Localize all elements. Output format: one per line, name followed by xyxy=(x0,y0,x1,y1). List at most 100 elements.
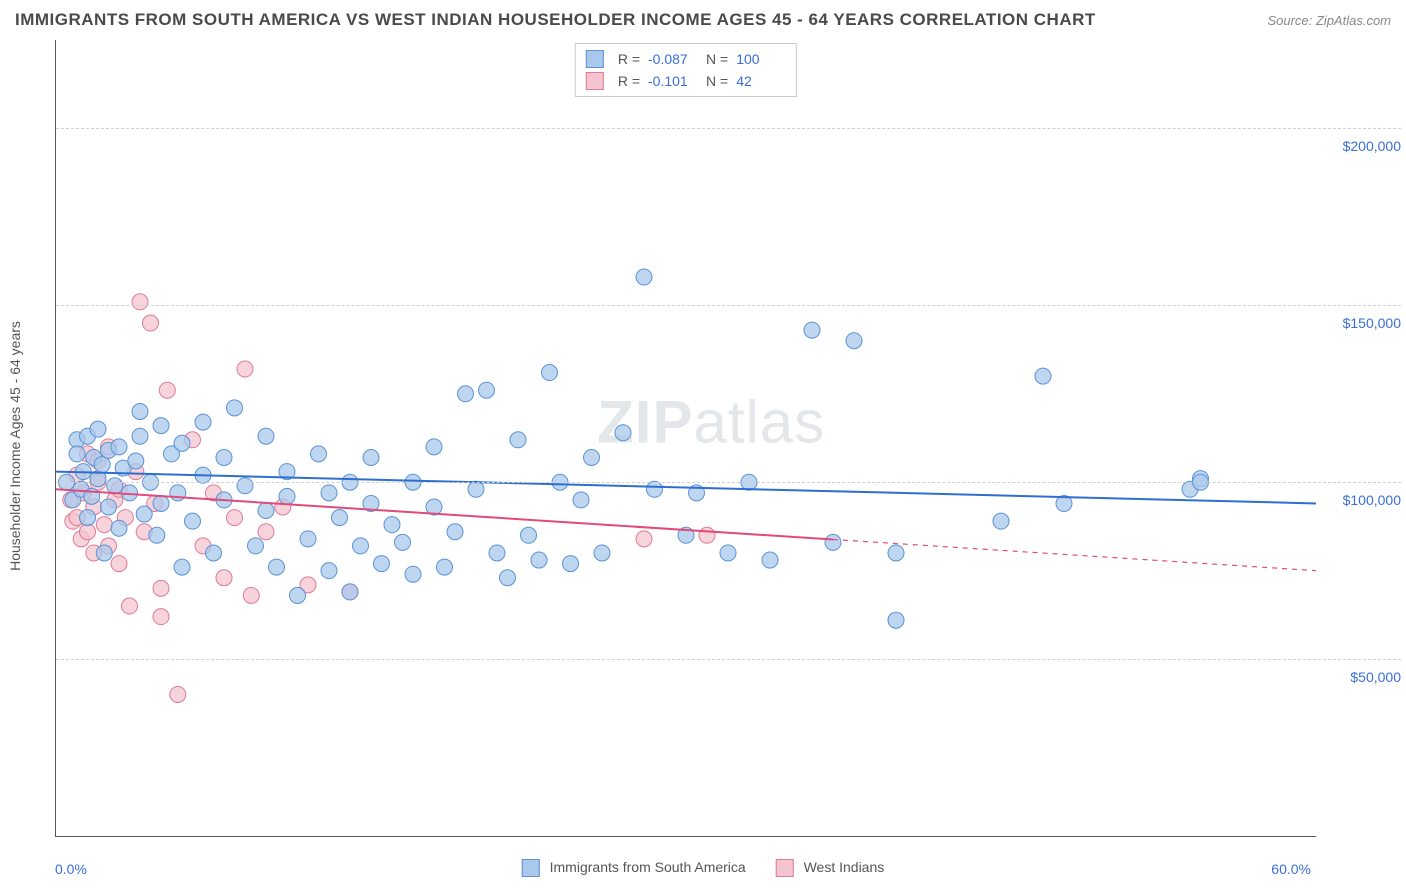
data-point xyxy=(132,294,148,310)
data-point xyxy=(80,510,96,526)
data-point xyxy=(90,421,106,437)
data-point xyxy=(195,414,211,430)
y-axis-label: Householder Income Ages 45 - 64 years xyxy=(7,321,23,571)
data-point xyxy=(80,524,96,540)
legend-row-series-1: R = -0.087 N = 100 xyxy=(586,48,786,70)
data-point xyxy=(447,524,463,540)
data-point xyxy=(101,499,117,515)
data-point xyxy=(888,545,904,561)
data-point xyxy=(132,428,148,444)
data-point xyxy=(258,524,274,540)
data-point xyxy=(584,449,600,465)
data-point xyxy=(888,612,904,628)
data-point xyxy=(174,435,190,451)
data-point xyxy=(153,580,169,596)
swatch-series-1 xyxy=(586,50,604,68)
data-point xyxy=(237,361,253,377)
data-point xyxy=(69,446,85,462)
data-point xyxy=(384,517,400,533)
data-point xyxy=(846,333,862,349)
plot-area: ZIPatlas R = -0.087 N = 100 R = -0.101 N… xyxy=(55,40,1316,837)
data-point xyxy=(290,587,306,603)
data-point xyxy=(699,527,715,543)
data-point xyxy=(311,446,327,462)
data-point xyxy=(531,552,547,568)
data-point xyxy=(174,559,190,575)
data-point xyxy=(542,365,558,381)
trend-line-extrapolated xyxy=(833,539,1316,570)
correlation-legend: R = -0.087 N = 100 R = -0.101 N = 42 xyxy=(575,43,797,97)
data-point xyxy=(111,556,127,572)
data-point xyxy=(258,503,274,519)
series-legend: Immigrants from South America West India… xyxy=(522,859,885,877)
n-value-1: 100 xyxy=(736,51,786,67)
data-point xyxy=(321,485,337,501)
data-point xyxy=(206,545,222,561)
data-point xyxy=(128,453,144,469)
data-point xyxy=(762,552,778,568)
data-point xyxy=(563,556,579,572)
legend-label-1: Immigrants from South America xyxy=(550,859,746,875)
data-point xyxy=(153,609,169,625)
data-point xyxy=(227,400,243,416)
n-value-2: 42 xyxy=(736,73,786,89)
x-tick-max: 60.0% xyxy=(1271,861,1311,877)
data-point xyxy=(185,513,201,529)
scatter-svg xyxy=(56,40,1316,836)
data-point xyxy=(1035,368,1051,384)
data-point xyxy=(216,570,232,586)
data-point xyxy=(804,322,820,338)
y-tick-label: $100,000 xyxy=(1321,492,1401,508)
data-point xyxy=(353,538,369,554)
data-point xyxy=(500,570,516,586)
gridline xyxy=(56,128,1401,129)
data-point xyxy=(107,478,123,494)
data-point xyxy=(363,449,379,465)
data-point xyxy=(96,517,112,533)
data-point xyxy=(243,587,259,603)
data-point xyxy=(437,559,453,575)
data-point xyxy=(94,457,110,473)
x-tick-min: 0.0% xyxy=(55,861,87,877)
data-point xyxy=(458,386,474,402)
data-point xyxy=(426,439,442,455)
trend-line xyxy=(56,489,833,539)
data-point xyxy=(111,439,127,455)
data-point xyxy=(647,481,663,497)
data-point xyxy=(149,527,165,543)
data-point xyxy=(374,556,390,572)
data-point xyxy=(342,584,358,600)
data-point xyxy=(237,478,253,494)
data-point xyxy=(636,531,652,547)
r-value-1: -0.087 xyxy=(648,51,698,67)
data-point xyxy=(111,520,127,536)
r-label: R = xyxy=(618,51,640,67)
data-point xyxy=(510,432,526,448)
y-tick-label: $150,000 xyxy=(1321,315,1401,331)
data-point xyxy=(300,531,316,547)
gridline xyxy=(56,305,1401,306)
data-point xyxy=(720,545,736,561)
data-point xyxy=(170,686,186,702)
data-point xyxy=(153,495,169,511)
data-point xyxy=(521,527,537,543)
data-point xyxy=(395,534,411,550)
data-point xyxy=(269,559,285,575)
data-point xyxy=(159,382,175,398)
y-tick-label: $200,000 xyxy=(1321,138,1401,154)
data-point xyxy=(227,510,243,526)
data-point xyxy=(479,382,495,398)
data-point xyxy=(594,545,610,561)
data-point xyxy=(615,425,631,441)
legend-row-series-2: R = -0.101 N = 42 xyxy=(586,70,786,92)
data-point xyxy=(248,538,264,554)
r-value-2: -0.101 xyxy=(648,73,698,89)
data-point xyxy=(136,506,152,522)
legend-item-2: West Indians xyxy=(776,859,885,877)
data-point xyxy=(96,545,112,561)
data-point xyxy=(489,545,505,561)
data-point xyxy=(321,563,337,579)
data-point xyxy=(993,513,1009,529)
legend-label-2: West Indians xyxy=(804,859,885,875)
r-label: R = xyxy=(618,73,640,89)
